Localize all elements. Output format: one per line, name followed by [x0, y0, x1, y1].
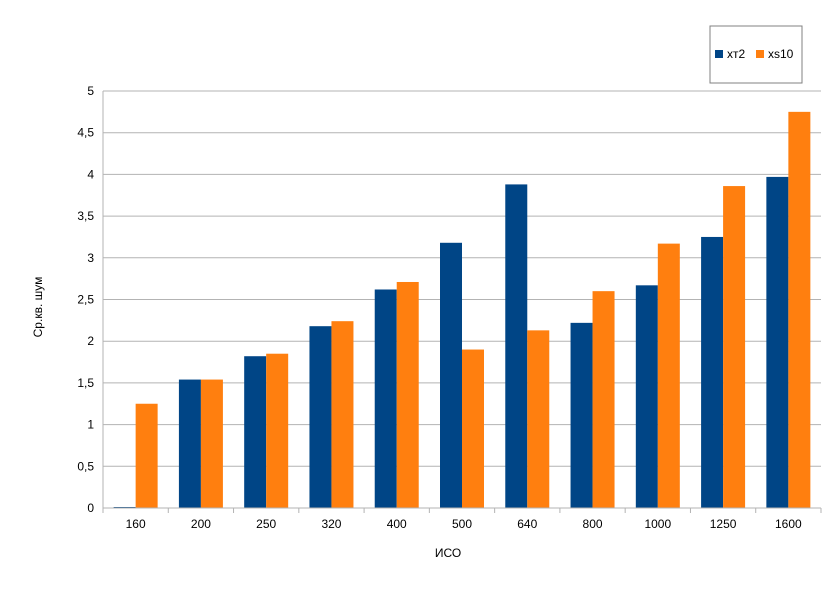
legend-label-series-1: xт2	[727, 47, 745, 61]
bar-series-1-1000	[635, 285, 658, 508]
bar-series-2-200	[200, 379, 223, 508]
axes	[102, 91, 822, 513]
y-tick-label: 4,5	[77, 126, 94, 140]
x-tick-label: 1000	[644, 517, 671, 531]
x-tick-label: 1250	[710, 517, 737, 531]
x-tick-label: 1600	[775, 517, 802, 531]
bar-series-1-400	[374, 289, 397, 508]
legend-swatch-series-2	[756, 50, 764, 58]
bar-series-1-250	[244, 356, 267, 508]
y-tick-label: 0	[87, 501, 94, 515]
bar-series-2-1250	[723, 186, 746, 509]
bar-series-1-800	[570, 322, 593, 508]
y-tick-label: 2,5	[77, 293, 94, 307]
y-tick-label: 4	[87, 167, 94, 181]
bar-series-2-640	[527, 330, 550, 508]
bar-series-2-400	[396, 281, 419, 508]
y-tick-label: 1	[87, 418, 94, 432]
bar-series-1-1250	[701, 236, 724, 508]
legend-label-series-2: xs10	[768, 47, 794, 61]
bar-series-2-250	[266, 353, 289, 508]
y-tick-label: 3,5	[77, 209, 94, 223]
x-tick-label: 800	[583, 517, 603, 531]
x-tick-label: 400	[387, 517, 407, 531]
bar-series-1-500	[440, 242, 462, 508]
bar-series-2-500	[462, 349, 484, 508]
x-tick-label: 160	[126, 517, 146, 531]
x-tick-label: 320	[321, 517, 341, 531]
bars	[113, 111, 811, 509]
bar-series-2-1600	[788, 111, 811, 508]
y-tick-label: 2	[87, 334, 94, 348]
bar-series-2-160	[135, 403, 158, 508]
y-axis-title: Ср.кв. шум	[31, 277, 45, 338]
x-tick-label: 250	[256, 517, 276, 531]
bar-series-1-320	[309, 326, 332, 508]
x-tick-labels: 160 200 250 320 400 500 640 800 1000 1250 1600	[126, 517, 802, 531]
bar-series-1-640	[505, 184, 528, 508]
legend-swatch-series-1	[715, 50, 723, 58]
bar-series-2-800	[592, 291, 615, 508]
y-tick-label: 5	[87, 84, 94, 98]
y-tick-label: 3	[87, 251, 94, 265]
y-tick-labels: 0 0,5 1 1,5 2 2,5 3 3,5 4 4,5 5	[77, 84, 94, 515]
x-tick-label: 500	[452, 517, 472, 531]
bar-series-2-320	[331, 321, 354, 508]
x-axis-title: ИСО	[435, 546, 461, 560]
bar-series-1-1600	[766, 176, 789, 509]
x-tick-label: 640	[517, 517, 537, 531]
y-tick-label: 1,5	[77, 376, 94, 390]
bar-series-2-1000	[657, 243, 680, 508]
y-tick-label: 0,5	[77, 459, 94, 473]
legend: xт2 xs10	[709, 25, 803, 84]
x-tick-label: 200	[191, 517, 211, 531]
bar-series-1-200	[178, 379, 201, 508]
